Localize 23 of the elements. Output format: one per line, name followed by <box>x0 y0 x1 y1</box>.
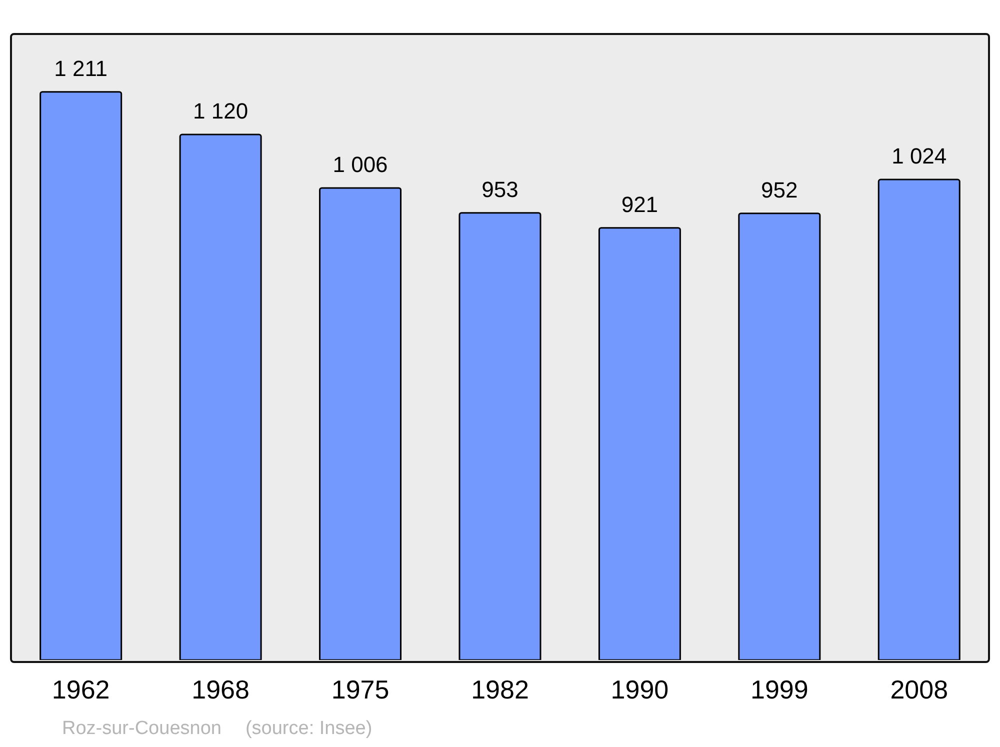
x-tick-label: 1975 <box>331 674 390 704</box>
x-tick-label: 1999 <box>750 674 808 704</box>
text: (source: Insee) <box>245 718 372 740</box>
data-label: 1 006 <box>332 152 388 177</box>
bar <box>319 187 402 660</box>
data-label: 953 <box>482 176 518 202</box>
data-label: 952 <box>761 177 798 202</box>
bar <box>878 178 960 660</box>
x-tick-label: 1990 <box>610 674 669 704</box>
x-tick-label: 1968 <box>192 674 250 704</box>
data-label: 1 120 <box>193 98 248 124</box>
data-label: 1 024 <box>892 144 947 169</box>
bar <box>40 91 122 660</box>
x-tick-label: 1962 <box>52 674 110 704</box>
bar <box>738 212 821 660</box>
bar <box>179 134 262 660</box>
data-label: 921 <box>621 192 658 217</box>
x-tick-label: 1982 <box>471 674 529 704</box>
text: Roz-sur-Couesnon <box>62 718 222 740</box>
bar <box>598 227 681 660</box>
x-tick-label: 2008 <box>890 674 948 704</box>
data-label: 1 211 <box>54 56 108 81</box>
bar <box>458 212 542 660</box>
